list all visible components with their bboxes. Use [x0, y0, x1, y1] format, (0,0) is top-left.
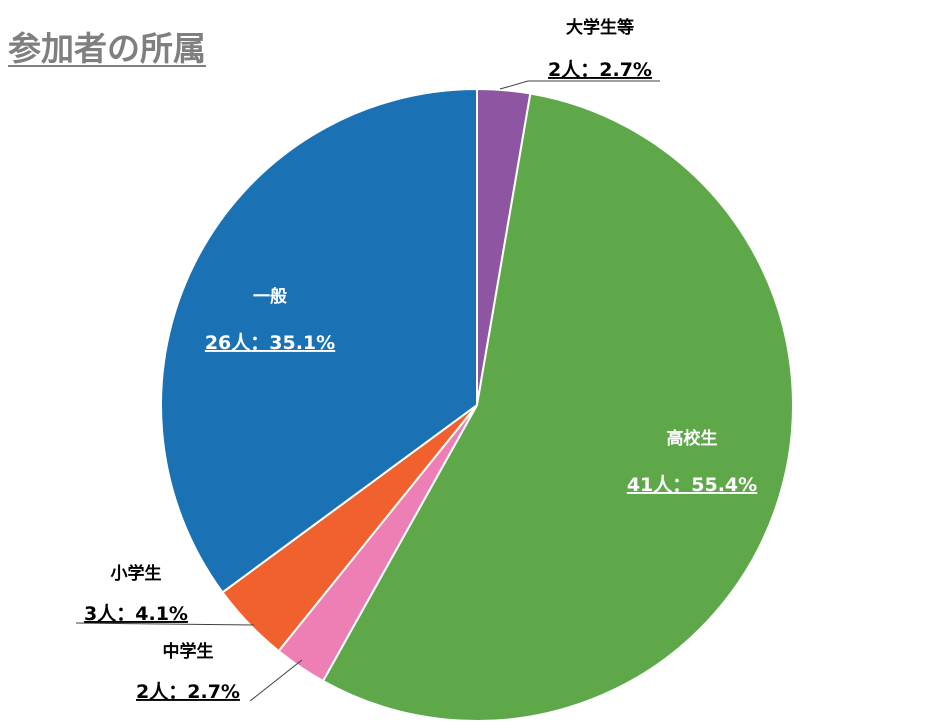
leader-line-juniorhigh: [250, 660, 302, 701]
leader-line-university: [500, 81, 660, 89]
slice-label-name-elementary: 小学生: [111, 563, 162, 584]
slice-label-value-highschool: 41人：55.4%: [627, 474, 757, 496]
slice-label-name-highschool: 高校生: [667, 428, 718, 449]
slice-label-value-juniorhigh: 2人：2.7%: [136, 681, 240, 703]
slice-label-name-general: 一般: [253, 286, 287, 307]
slice-label-name-juniorhigh: 中学生: [163, 641, 214, 662]
slice-label-name-university: 大学生等: [566, 17, 634, 38]
pie-slices: [161, 89, 793, 721]
slice-label-value-university: 2人：2.7%: [548, 59, 652, 81]
slice-label-value-elementary: 3人：4.1%: [84, 603, 188, 625]
slice-label-value-general: 26人：35.1%: [205, 332, 335, 354]
